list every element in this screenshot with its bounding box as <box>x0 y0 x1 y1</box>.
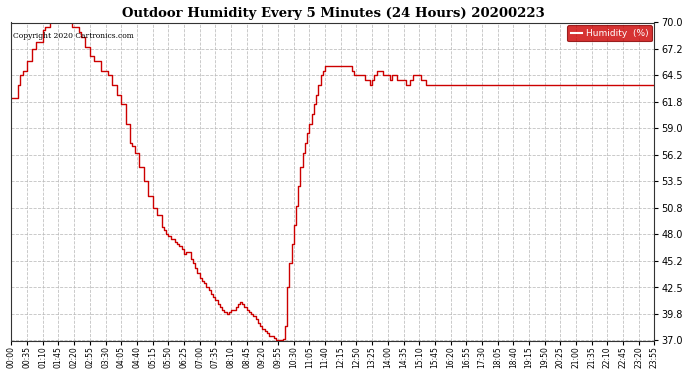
Legend: Humidity  (%): Humidity (%) <box>567 25 652 41</box>
Title: Outdoor Humidity Every 5 Minutes (24 Hours) 20200223: Outdoor Humidity Every 5 Minutes (24 Hou… <box>121 7 544 20</box>
Text: Copyright 2020 Cartronics.com: Copyright 2020 Cartronics.com <box>12 32 134 40</box>
